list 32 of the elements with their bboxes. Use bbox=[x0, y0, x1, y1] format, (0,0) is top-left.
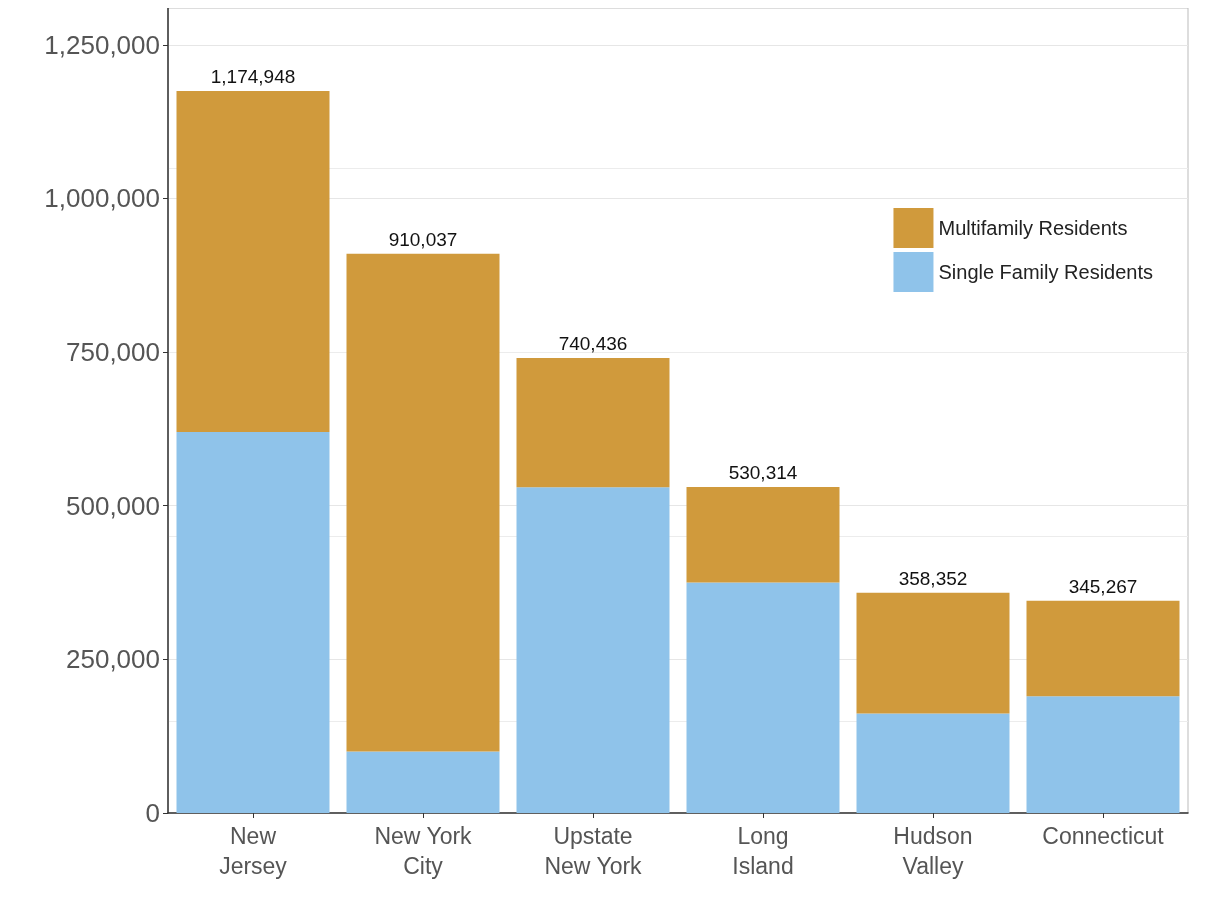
y-tick-label: 750,000 bbox=[66, 337, 160, 368]
bar bbox=[516, 487, 670, 813]
bar bbox=[686, 487, 840, 583]
y-tick-label: 0 bbox=[145, 798, 160, 828]
total-label: 910,037 bbox=[388, 228, 458, 250]
bar bbox=[1026, 600, 1180, 697]
y-tick-label: 250,000 bbox=[66, 644, 160, 675]
legend-label: Single Family Residents bbox=[938, 261, 1153, 283]
total-label: 1,174,948 bbox=[210, 65, 296, 87]
x-tick-label: New York City bbox=[374, 823, 473, 879]
total-label: 358,352 bbox=[898, 567, 968, 589]
x-tick-label: Hudson Valley bbox=[893, 823, 973, 879]
x-tick-label: New Jersey bbox=[219, 823, 288, 879]
bar bbox=[176, 90, 330, 433]
total-label: 530,314 bbox=[728, 462, 798, 484]
bar bbox=[516, 358, 670, 488]
bar bbox=[856, 713, 1010, 813]
bar bbox=[346, 253, 500, 752]
y-tick-label: 1,250,000 bbox=[44, 29, 160, 60]
bar bbox=[176, 432, 330, 813]
y-tick-label: 500,000 bbox=[66, 490, 160, 521]
total-label: 740,436 bbox=[558, 333, 628, 354]
x-tick-label: Connecticut bbox=[1042, 823, 1165, 849]
total-label: 345,267 bbox=[1068, 575, 1138, 597]
bar bbox=[856, 592, 1010, 714]
x-tick-label: Long Island bbox=[732, 823, 794, 879]
y-tick-label: 1,000,000 bbox=[44, 183, 160, 214]
bar bbox=[686, 582, 840, 813]
legend-label: Multifamily Residents bbox=[938, 217, 1128, 239]
x-tick-label: Upstate New York bbox=[544, 823, 643, 879]
bar bbox=[1026, 696, 1180, 813]
bar bbox=[346, 751, 500, 813]
